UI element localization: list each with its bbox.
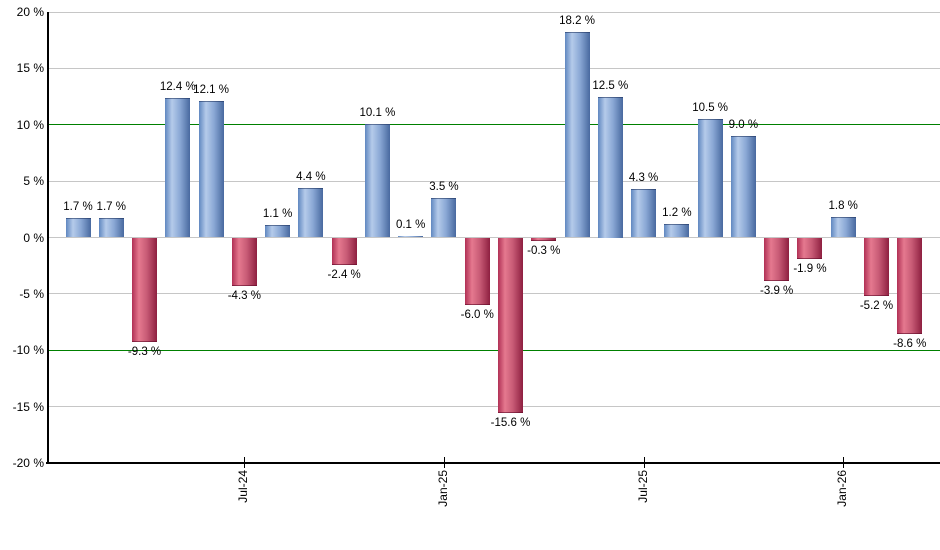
gridline [48,11,940,13]
bar-value-label: -6.0 % [460,309,494,322]
x-axis-tick [244,457,246,468]
bar-value-label: -4.3 % [227,289,261,302]
bar-value-label: 9.0 % [728,119,759,132]
bar [564,32,590,238]
x-axis-tick-label: Jan-26 [835,470,850,507]
bar-value-label: 1.1 % [262,208,293,221]
bar-value-label: 1.7 % [96,201,126,214]
bar [697,119,723,238]
y-axis-tick-label: 15 % [16,61,44,76]
bar-value-label: -9.3 % [127,346,162,359]
bar-value-label: 1.8 % [828,200,858,213]
bar [664,223,690,238]
bar [231,237,257,286]
bar [631,189,657,238]
bar [897,237,923,335]
bar [364,123,390,238]
bar-value-label: 12.4 % [159,80,196,93]
bar [431,198,457,238]
bar [331,237,357,265]
x-axis-tick-label: Jan-25 [435,470,450,507]
x-axis-tick [843,457,845,468]
bar [730,136,756,238]
bar [298,187,324,238]
x-axis-tick [643,457,645,468]
bar-value-label: -0.3 % [527,244,561,257]
bar [132,237,158,343]
y-axis-line [47,12,49,463]
bar-value-label: 10.1 % [359,106,396,119]
y-axis-tick-label: -5 % [19,286,44,301]
bar [398,236,424,238]
bar-value-label: 4.3 % [628,172,659,185]
bar [597,96,623,238]
bar-value-label: 12.1 % [193,84,229,97]
bar [198,101,224,238]
x-axis-tick [443,457,445,468]
highlight-gridline [48,349,940,351]
bar [797,237,823,259]
bar-value-label: 18.2 % [559,15,595,28]
bar-value-label: -3.9 % [760,285,794,298]
bar-value-label: -5.2 % [859,300,894,313]
bar-value-label: 4.4 % [296,170,326,183]
bar-value-label: 1.2 % [662,206,692,219]
x-axis-line [46,462,940,464]
y-axis-tick-label: 0 % [23,230,44,245]
bar [265,225,291,238]
bar-value-label: -15.6 % [490,417,531,430]
bar-value-label: -8.6 % [893,338,927,351]
y-axis-tick-label: 10 % [16,117,44,132]
y-axis-tick-label: -10 % [12,343,44,358]
bar [863,237,889,297]
bar-value-label: -1.9 % [793,262,827,275]
bar-value-label: -2.4 % [327,268,361,281]
bar-value-label: 1.7 % [63,201,93,214]
bar [464,237,490,306]
x-axis-tick-label: Jul-24 [236,470,251,503]
gridline [48,67,940,69]
bar [498,237,523,414]
bar [98,218,124,238]
bar [764,237,790,282]
y-axis-tick-label: 5 % [23,174,44,189]
y-axis-tick-label: 20 % [16,5,44,19]
bar [65,218,91,238]
bar [531,237,557,241]
y-axis-tick-label: -15 % [12,399,44,414]
gridline [48,406,940,408]
bar-value-label: 10.5 % [692,102,729,115]
bar-value-label: 12.5 % [592,79,629,92]
bar-value-label: 0.1 % [395,219,426,232]
bar [830,217,856,238]
y-axis-tick-label: -20 % [12,456,44,470]
bar [165,97,191,238]
x-axis-tick-label: Jul-25 [635,470,650,503]
bar-value-label: 3.5 % [429,181,459,194]
